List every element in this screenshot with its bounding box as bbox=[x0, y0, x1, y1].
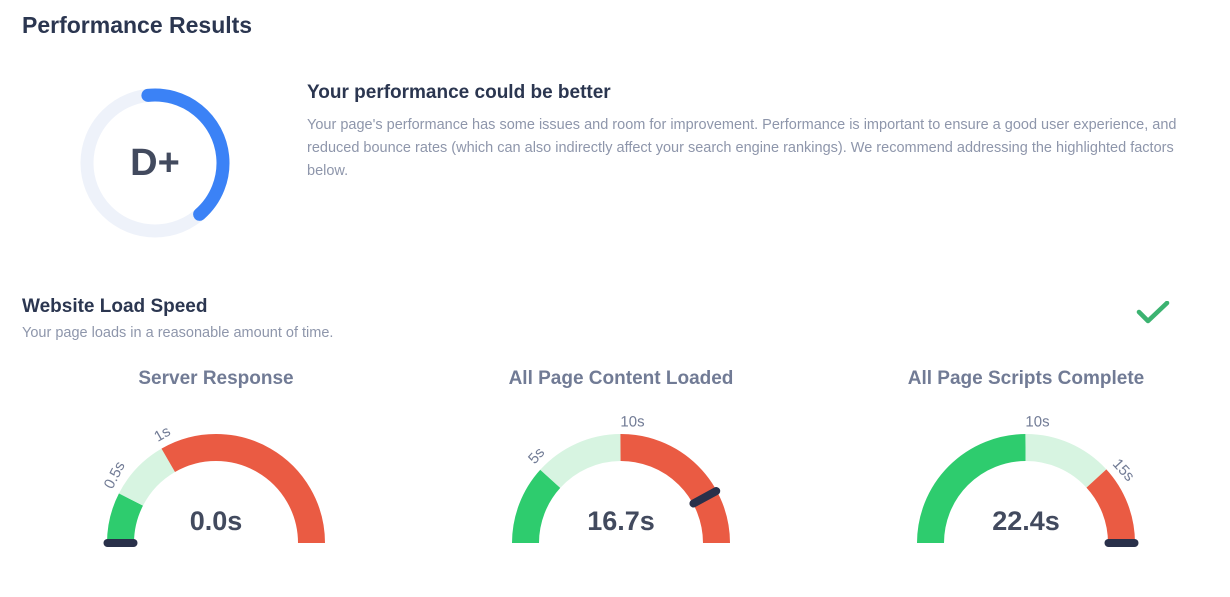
svg-text:10s: 10s bbox=[620, 413, 644, 430]
svg-text:5s: 5s bbox=[525, 444, 548, 467]
svg-text:0.0s: 0.0s bbox=[190, 506, 243, 536]
svg-text:16.7s: 16.7s bbox=[587, 506, 655, 536]
svg-text:22.4s: 22.4s bbox=[992, 506, 1060, 536]
svg-text:10s: 10s bbox=[1025, 413, 1049, 430]
svg-text:1s: 1s bbox=[151, 423, 173, 446]
